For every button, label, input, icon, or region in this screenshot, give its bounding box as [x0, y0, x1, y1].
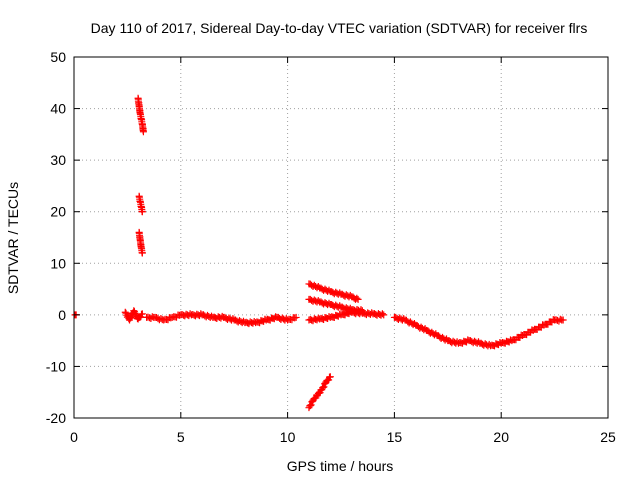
- y-axis-label: SDTVAR / TECUs: [5, 182, 21, 294]
- data-point: [354, 295, 362, 303]
- marker-run: [189, 310, 205, 320]
- x-tick-label: 20: [493, 429, 509, 445]
- chart-title: Day 110 of 2017, Sidereal Day-to-day VTE…: [91, 20, 588, 36]
- data-point: [138, 208, 146, 216]
- series-segment: [135, 192, 146, 216]
- x-tick-label: 25: [600, 429, 616, 445]
- series-segment: [135, 228, 146, 257]
- x-tick-label: 5: [177, 429, 185, 445]
- data-point: [138, 310, 146, 318]
- y-tick-label: 30: [50, 152, 66, 168]
- series-segment: [121, 307, 146, 324]
- grid-layer: [74, 57, 608, 418]
- series-segment: [305, 280, 362, 303]
- data-layer: [71, 94, 567, 412]
- x-tick-label: 15: [387, 429, 403, 445]
- y-tick-label: -20: [46, 410, 66, 426]
- series-segment: [390, 313, 567, 350]
- y-tick-label: 40: [50, 101, 66, 117]
- y-tick-label: 50: [50, 49, 66, 65]
- marker-run: [456, 336, 472, 347]
- plot-frame: [73, 56, 609, 419]
- data-point: [559, 316, 567, 324]
- data-point: [380, 311, 388, 319]
- series-segment: [143, 310, 300, 328]
- y-tick-label: 10: [50, 255, 66, 271]
- data-point: [138, 249, 146, 257]
- x-tick-label: 0: [70, 429, 78, 445]
- series-segment: [305, 373, 334, 412]
- marker-run: [319, 379, 329, 392]
- data-point: [139, 128, 147, 136]
- y-tick-label: -10: [46, 358, 66, 374]
- tick-layer: 0 5 10 15 20 25 -20 -10 0 10 20 30 40 50: [46, 49, 616, 445]
- data-point: [326, 373, 334, 381]
- marker-run: [306, 397, 316, 410]
- series-segment: [134, 94, 147, 136]
- marker-run: [264, 313, 280, 324]
- y-tick-label: 0: [58, 307, 66, 323]
- x-axis-label: GPS time / hours: [287, 458, 394, 474]
- series-segment: [305, 308, 388, 325]
- y-tick-label: 20: [50, 204, 66, 220]
- x-tick-label: 10: [280, 429, 296, 445]
- marker-run: [210, 312, 226, 322]
- marker-run: [178, 310, 194, 320]
- data-point: [292, 313, 300, 321]
- marker-run: [413, 322, 429, 334]
